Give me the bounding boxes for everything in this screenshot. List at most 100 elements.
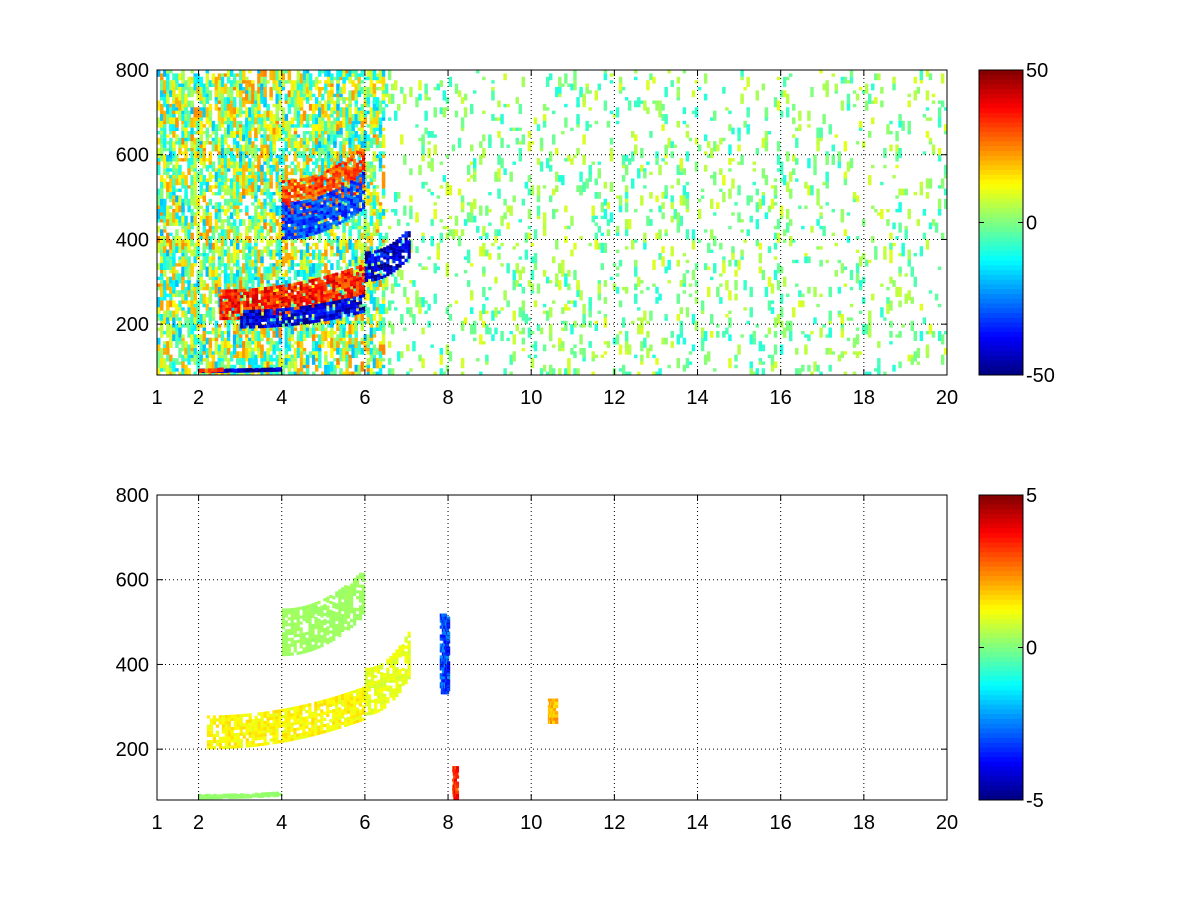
heatmap-cell bbox=[193, 283, 197, 287]
heatmap-cell bbox=[792, 103, 796, 111]
heatmap-cell bbox=[357, 229, 361, 240]
heatmap-cell bbox=[387, 93, 392, 104]
heatmap-cell bbox=[779, 178, 784, 182]
heatmap-cell bbox=[263, 246, 267, 250]
heatmap-cell bbox=[737, 134, 741, 142]
heatmap-cell bbox=[226, 70, 231, 77]
heatmap-cell bbox=[530, 330, 535, 335]
heatmap-cell bbox=[214, 219, 219, 230]
heatmap-cell bbox=[275, 205, 279, 216]
heatmap-cell bbox=[652, 259, 656, 270]
heatmap-cell bbox=[710, 117, 714, 121]
heatmap-cell bbox=[296, 110, 301, 118]
heatmap-cell bbox=[582, 93, 586, 101]
heatmap-cell bbox=[512, 334, 516, 345]
heatmap-cell bbox=[278, 215, 282, 220]
heatmap-cell bbox=[372, 283, 377, 294]
heatmap-cell bbox=[190, 324, 194, 335]
heatmap-cell bbox=[378, 358, 383, 369]
heatmap-cell bbox=[634, 208, 638, 213]
heatmap-cell bbox=[239, 70, 243, 81]
heatmap-cell bbox=[272, 80, 276, 91]
heatmap-cell bbox=[214, 185, 219, 189]
heatmap-cell bbox=[284, 344, 289, 355]
heatmap-cell bbox=[318, 151, 322, 162]
heatmap-cell bbox=[336, 341, 340, 348]
heatmap-cell bbox=[296, 117, 301, 128]
heatmap-cell bbox=[339, 141, 343, 152]
heatmap-cell bbox=[260, 208, 264, 216]
heatmap-cell bbox=[248, 246, 252, 253]
heatmap-cell bbox=[290, 246, 295, 257]
heatmap-cell bbox=[217, 344, 222, 352]
heatmap-cell bbox=[497, 100, 501, 108]
heatmap-cell bbox=[418, 354, 422, 362]
heatmap-cell bbox=[445, 154, 450, 159]
heatmap-cell bbox=[266, 361, 270, 369]
heatmap-cell bbox=[166, 293, 170, 298]
heatmap-cell bbox=[706, 286, 711, 294]
heatmap-cell bbox=[691, 110, 696, 115]
heatmap-cell bbox=[682, 120, 687, 125]
heatmap-cell bbox=[339, 347, 343, 355]
heatmap-cell bbox=[308, 90, 313, 101]
heatmap-cell bbox=[415, 297, 419, 308]
heatmap-cell bbox=[409, 168, 413, 176]
heatmap-cell bbox=[287, 137, 292, 148]
heatmap-cell bbox=[217, 283, 222, 294]
heatmap-cell bbox=[287, 266, 292, 274]
heatmap-cell bbox=[175, 229, 179, 237]
heatmap-cell bbox=[208, 107, 213, 118]
heatmap-cell bbox=[199, 236, 203, 240]
heatmap-cell bbox=[631, 178, 635, 189]
heatmap-cell bbox=[594, 222, 598, 226]
heatmap-cell bbox=[278, 175, 282, 182]
heatmap-cell bbox=[163, 236, 167, 240]
heatmap-cell bbox=[223, 208, 228, 216]
heatmap-cell bbox=[360, 280, 365, 287]
heatmap-cell bbox=[211, 276, 216, 287]
heatmap-cell bbox=[251, 178, 255, 182]
heatmap-cell bbox=[357, 76, 361, 84]
heatmap-cell bbox=[348, 117, 352, 125]
heatmap-cell bbox=[190, 334, 194, 345]
heatmap-cell bbox=[567, 358, 571, 369]
heatmap-cell bbox=[175, 314, 179, 321]
heatmap-cell bbox=[229, 147, 234, 152]
heatmap-cell bbox=[773, 344, 778, 355]
heatmap-cell bbox=[302, 158, 307, 169]
heatmap-cell bbox=[360, 86, 365, 94]
heatmap-cell bbox=[713, 236, 717, 247]
heatmap-cell bbox=[196, 337, 200, 345]
heatmap-cell bbox=[333, 222, 337, 230]
heatmap-cell bbox=[163, 341, 167, 345]
heatmap-cell bbox=[785, 107, 790, 118]
heatmap-cell bbox=[202, 83, 207, 94]
heatmap-cell bbox=[448, 351, 453, 362]
heatmap-cell bbox=[248, 354, 252, 365]
heatmap-cell bbox=[840, 208, 845, 216]
heatmap-cell bbox=[357, 347, 361, 355]
heatmap-cell bbox=[220, 181, 225, 186]
heatmap-cell bbox=[567, 307, 571, 311]
heatmap-cell bbox=[421, 144, 425, 155]
heatmap-cell bbox=[284, 154, 289, 162]
heatmap-cell bbox=[178, 307, 182, 311]
heatmap-cell bbox=[257, 337, 261, 348]
heatmap-cell bbox=[269, 212, 273, 220]
heatmap-cell bbox=[236, 120, 240, 131]
heatmap-cell bbox=[175, 337, 179, 348]
heatmap-cell bbox=[825, 347, 829, 355]
heatmap-cell bbox=[363, 114, 368, 125]
heatmap-cell bbox=[357, 154, 361, 165]
heatmap-cell bbox=[770, 300, 775, 304]
heatmap-cell bbox=[190, 317, 194, 328]
heatmap-cell bbox=[254, 249, 258, 260]
heatmap-cell bbox=[293, 97, 298, 108]
heatmap-cell bbox=[178, 320, 182, 328]
heatmap-cell bbox=[163, 351, 167, 355]
heatmap-cell bbox=[536, 205, 541, 216]
heatmap-cell bbox=[731, 127, 735, 135]
heatmap-cell bbox=[816, 141, 820, 152]
heatmap-cell bbox=[190, 70, 194, 74]
